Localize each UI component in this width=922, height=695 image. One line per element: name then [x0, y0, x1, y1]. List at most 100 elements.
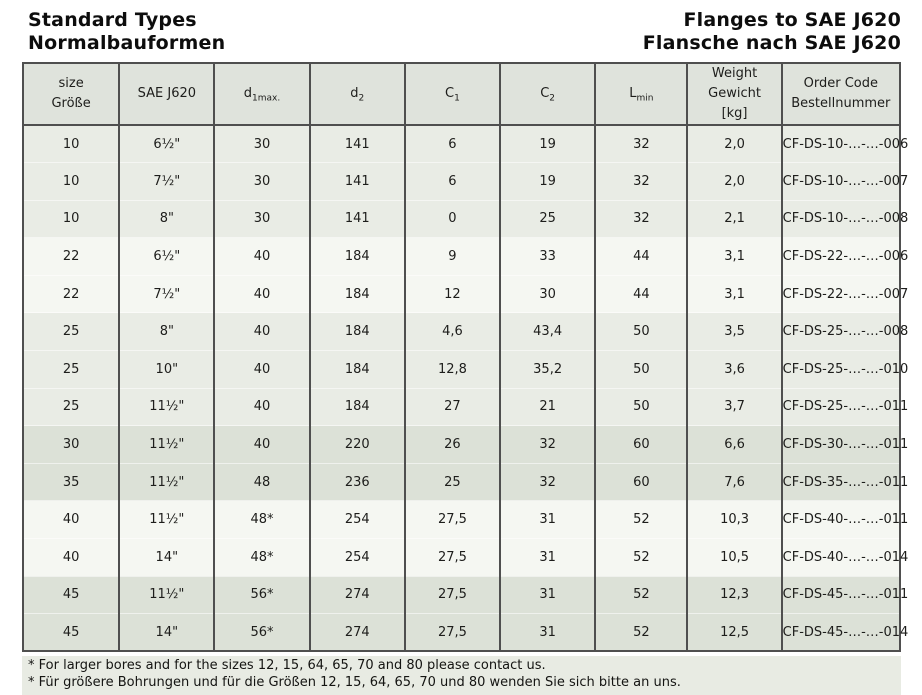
- cell-lmin: 52: [594, 613, 688, 652]
- col-header-size-de: Größe: [51, 96, 91, 111]
- cell-c1: 6: [403, 162, 501, 201]
- table-row: 35 11½" 48 236 25 32 60 7,6 CF-DS-35-…-…-011: [23, 462, 908, 501]
- cell-order-code: CF-DS-25-…-…-010: [780, 350, 908, 389]
- col-header-weight: Weight Gewicht [kg]: [686, 63, 782, 126]
- cell-weight-kg: 12,5: [686, 613, 782, 652]
- table-row: 30 11½" 40 220 26 32 60 6,6 CF-DS-30-…-…-011: [23, 425, 908, 464]
- cell-sae-j620: 11½": [118, 575, 215, 614]
- title-left-en: Standard Types: [28, 9, 197, 31]
- cell-order-code: CF-DS-40-…-…-014: [780, 538, 908, 577]
- cell-d1max: 48*: [213, 500, 310, 539]
- cell-d1max: 40: [213, 425, 310, 464]
- cell-d2: 184: [308, 387, 405, 426]
- cell-lmin: 32: [594, 124, 688, 163]
- cell-c2: 31: [499, 613, 596, 652]
- cell-c1: 0: [403, 199, 501, 238]
- table-row: 10 8" 30 141 0 25 32 2,1 CF-DS-10-…-…-008: [23, 199, 908, 238]
- cell-c1: 12: [403, 274, 501, 313]
- title-left: Standard Types Normalbauformen: [22, 9, 225, 55]
- cell-lmin: 44: [594, 237, 688, 276]
- cell-size: 25: [23, 350, 120, 389]
- cell-size: 10: [23, 124, 120, 163]
- cell-order-code: CF-DS-30-…-…-011: [780, 425, 908, 464]
- cell-order-code: CF-DS-40-…-…-011: [780, 500, 908, 539]
- cell-size: 40: [23, 538, 120, 577]
- table-row: 40 14" 48* 254 27,5 31 52 10,5 CF-DS-40-…-…-014: [23, 538, 908, 577]
- cell-size: 22: [23, 274, 120, 313]
- footnote-en: * For larger bores and for the sizes 12,…: [28, 658, 546, 674]
- title-right: Flanges to SAE J620 Flansche nach SAE J6…: [643, 9, 901, 55]
- cell-weight-kg: 10,5: [686, 538, 782, 577]
- table-row: 25 8" 40 184 4,6 43,4 50 3,5 CF-DS-25-…-…-008: [23, 312, 908, 351]
- cell-sae-j620: 11½": [118, 462, 215, 501]
- table-header-row: size Größe SAE J620 d1max. d2 C1 C2: [23, 63, 900, 126]
- cell-order-code: CF-DS-45-…-…-011: [780, 575, 908, 614]
- table-row: 10 6½" 30 141 6 19 32 2,0 CF-DS-10-…-…-006: [23, 124, 908, 163]
- col-header-weight-unit: [kg]: [721, 106, 748, 121]
- cell-lmin: 44: [594, 274, 688, 313]
- cell-sae-j620: 7½": [118, 162, 215, 201]
- cell-weight-kg: 3,7: [686, 387, 782, 426]
- cell-sae-j620: 7½": [118, 274, 215, 313]
- cell-order-code: CF-DS-22-…-…-006: [780, 237, 908, 276]
- footnotes: * For larger bores and for the sizes 12,…: [22, 656, 901, 695]
- cell-c1: 26: [403, 425, 501, 464]
- cell-d2: 184: [308, 350, 405, 389]
- cell-order-code: CF-DS-45-…-…-014: [780, 613, 908, 652]
- footnote-de: * Für größere Bohrungen und für die Größ…: [28, 674, 681, 690]
- cell-c2: 32: [499, 462, 596, 501]
- cell-weight-kg: 3,1: [686, 237, 782, 276]
- col-header-size: size Größe: [23, 63, 120, 126]
- cell-c2: 33: [499, 237, 596, 276]
- cell-sae-j620: 14": [118, 613, 215, 652]
- table-row: 25 11½" 40 184 27 21 50 3,7 CF-DS-25-…-…-011: [23, 387, 908, 426]
- cell-order-code: CF-DS-10-…-…-008: [780, 199, 908, 238]
- cell-d1max: 40: [213, 237, 310, 276]
- cell-weight-kg: 2,0: [686, 162, 782, 201]
- cell-order-code: CF-DS-22-…-…-007: [780, 274, 908, 313]
- cell-sae-j620: 6½": [118, 124, 215, 163]
- cell-size: 35: [23, 462, 120, 501]
- col-header-order-code-en: Order Code: [803, 76, 878, 91]
- cell-size: 25: [23, 387, 120, 426]
- col-header-d1max: d1max.: [213, 63, 310, 126]
- cell-order-code: CF-DS-10-…-…-006: [780, 124, 908, 163]
- cell-c2: 43,4: [499, 312, 596, 351]
- col-header-d2: d2: [308, 63, 405, 126]
- title-right-de: Flansche nach SAE J620: [642, 32, 901, 54]
- cell-c1: 27,5: [403, 538, 501, 577]
- cell-sae-j620: 14": [118, 538, 215, 577]
- cell-order-code: CF-DS-25-…-…-008: [780, 312, 908, 351]
- cell-c2: 25: [499, 199, 596, 238]
- col-header-order-code: Order Code Bestellnummer: [780, 63, 900, 126]
- col-header-c1: C1: [403, 63, 501, 126]
- cell-lmin: 60: [594, 462, 688, 501]
- cell-d2: 220: [308, 425, 405, 464]
- cell-d1max: 56*: [213, 575, 310, 614]
- cell-c1: 25: [403, 462, 501, 501]
- cell-sae-j620: 11½": [118, 500, 215, 539]
- cell-c2: 31: [499, 538, 596, 577]
- cell-weight-kg: 10,3: [686, 500, 782, 539]
- flange-dimensions-table: size Größe SAE J620 d1max. d2 C1 C2: [22, 62, 908, 653]
- col-header-weight-de: Gewicht: [708, 86, 761, 101]
- cell-d2: 141: [308, 124, 405, 163]
- cell-order-code: CF-DS-35-…-…-011: [780, 462, 908, 501]
- cell-c2: 19: [499, 162, 596, 201]
- table-row: 25 10" 40 184 12,8 35,2 50 3,6 CF-DS-25-…-…-010: [23, 350, 908, 389]
- cell-c2: 31: [499, 500, 596, 539]
- cell-c1: 27,5: [403, 613, 501, 652]
- cell-d2: 274: [308, 613, 405, 652]
- cell-c2: 19: [499, 124, 596, 163]
- cell-size: 45: [23, 575, 120, 614]
- cell-weight-kg: 2,1: [686, 199, 782, 238]
- cell-lmin: 50: [594, 312, 688, 351]
- cell-size: 30: [23, 425, 120, 464]
- col-header-c2: C2: [499, 63, 596, 126]
- cell-d2: 184: [308, 312, 405, 351]
- cell-c1: 27: [403, 387, 501, 426]
- cell-d1max: 30: [213, 124, 310, 163]
- catalog-page: Standard Types Normalbauformen Flanges t…: [22, 9, 908, 695]
- title-left-de: Normalbauformen: [28, 32, 226, 54]
- cell-order-code: CF-DS-25-…-…-011: [780, 387, 908, 426]
